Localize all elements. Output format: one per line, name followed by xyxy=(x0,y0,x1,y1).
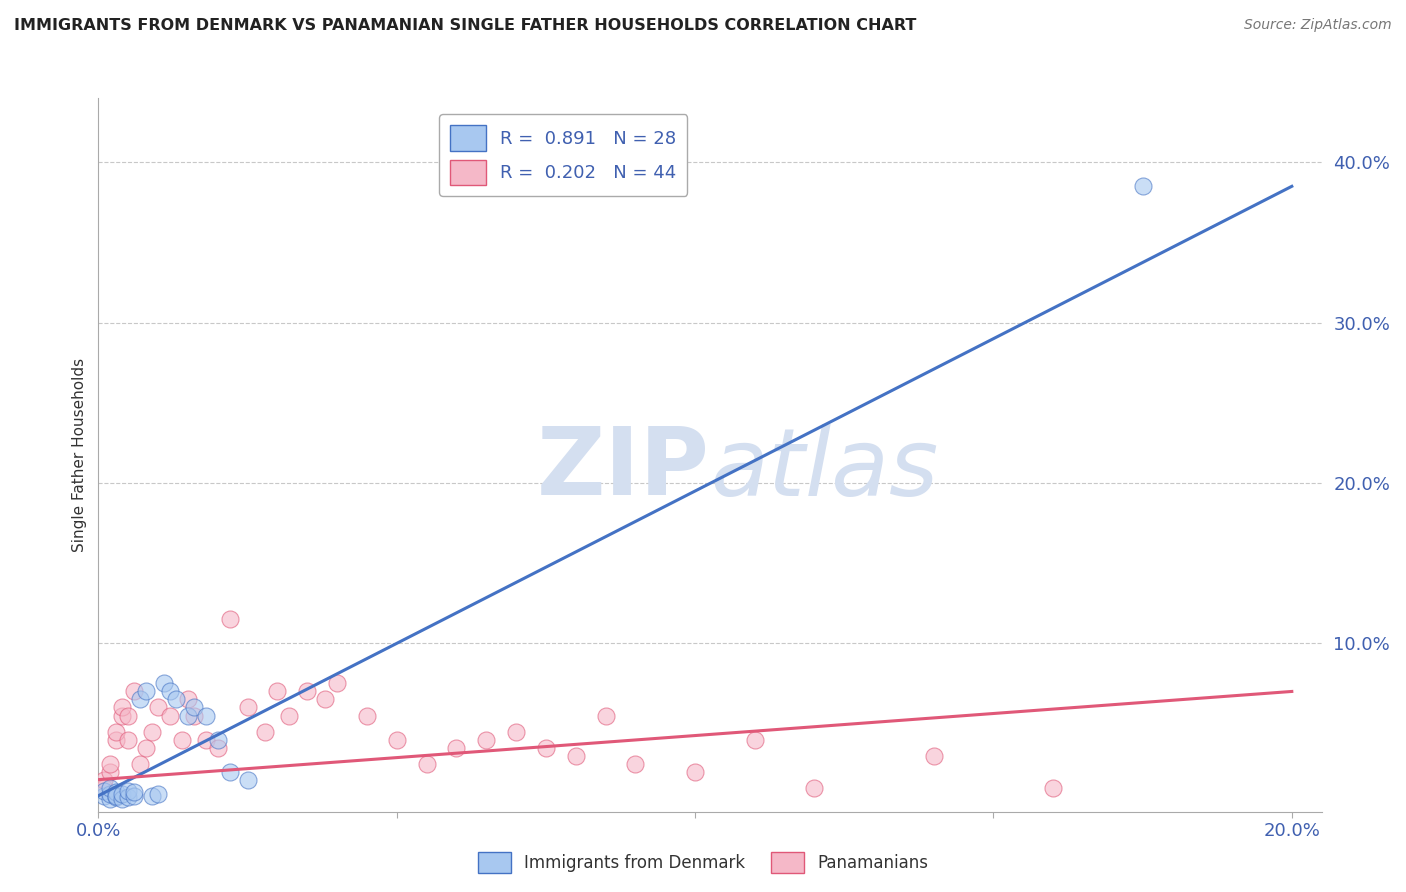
Point xyxy=(159,708,181,723)
Point xyxy=(595,708,617,723)
Point xyxy=(117,732,139,747)
Point xyxy=(744,732,766,747)
Point xyxy=(122,785,145,799)
Point xyxy=(141,789,163,803)
Point xyxy=(146,787,169,801)
Point xyxy=(218,764,240,779)
Point xyxy=(129,692,152,706)
Point xyxy=(236,772,259,787)
Point xyxy=(111,708,134,723)
Point xyxy=(135,740,157,755)
Point xyxy=(505,724,527,739)
Point xyxy=(122,684,145,698)
Point xyxy=(475,732,498,747)
Legend: Immigrants from Denmark, Panamanians: Immigrants from Denmark, Panamanians xyxy=(471,846,935,880)
Point xyxy=(326,676,349,690)
Point xyxy=(415,756,437,771)
Point xyxy=(266,684,288,698)
Point xyxy=(236,700,259,714)
Point xyxy=(141,724,163,739)
Point xyxy=(194,708,217,723)
Point xyxy=(1132,179,1154,194)
Point xyxy=(129,756,152,771)
Point xyxy=(105,790,128,805)
Point xyxy=(111,700,134,714)
Point xyxy=(534,740,557,755)
Point xyxy=(111,787,134,801)
Point xyxy=(624,756,647,771)
Point xyxy=(314,692,336,706)
Point xyxy=(105,789,128,803)
Point xyxy=(356,708,378,723)
Point xyxy=(565,748,588,763)
Point xyxy=(385,732,408,747)
Text: Source: ZipAtlas.com: Source: ZipAtlas.com xyxy=(1244,18,1392,32)
Point xyxy=(146,700,169,714)
Point xyxy=(93,772,115,787)
Point xyxy=(135,684,157,698)
Point xyxy=(254,724,277,739)
Point xyxy=(683,764,706,779)
Point xyxy=(446,740,468,755)
Legend: R =  0.891   N = 28, R =  0.202   N = 44: R = 0.891 N = 28, R = 0.202 N = 44 xyxy=(439,114,688,196)
Point xyxy=(93,789,115,803)
Point xyxy=(98,787,121,801)
Point xyxy=(117,784,139,798)
Text: IMMIGRANTS FROM DENMARK VS PANAMANIAN SINGLE FATHER HOUSEHOLDS CORRELATION CHART: IMMIGRANTS FROM DENMARK VS PANAMANIAN SI… xyxy=(14,18,917,33)
Point xyxy=(98,780,121,795)
Point xyxy=(278,708,301,723)
Point xyxy=(922,748,945,763)
Point xyxy=(803,780,825,795)
Point xyxy=(177,692,200,706)
Point xyxy=(159,684,181,698)
Point xyxy=(105,732,128,747)
Point xyxy=(165,692,187,706)
Point xyxy=(111,792,134,806)
Point xyxy=(93,784,115,798)
Point xyxy=(117,708,139,723)
Point xyxy=(170,732,193,747)
Point xyxy=(183,700,205,714)
Point xyxy=(153,676,176,690)
Y-axis label: Single Father Households: Single Father Households xyxy=(72,358,87,552)
Point xyxy=(194,732,217,747)
Text: atlas: atlas xyxy=(710,424,938,515)
Point xyxy=(183,708,205,723)
Point xyxy=(105,724,128,739)
Point xyxy=(105,785,128,799)
Point xyxy=(207,732,229,747)
Point xyxy=(297,684,319,698)
Point xyxy=(98,792,121,806)
Point xyxy=(117,790,139,805)
Point xyxy=(218,612,240,626)
Point xyxy=(177,708,200,723)
Point xyxy=(98,764,121,779)
Point xyxy=(122,789,145,803)
Point xyxy=(93,780,115,795)
Point xyxy=(207,740,229,755)
Point xyxy=(98,756,121,771)
Point xyxy=(1042,780,1064,795)
Text: ZIP: ZIP xyxy=(537,423,710,516)
